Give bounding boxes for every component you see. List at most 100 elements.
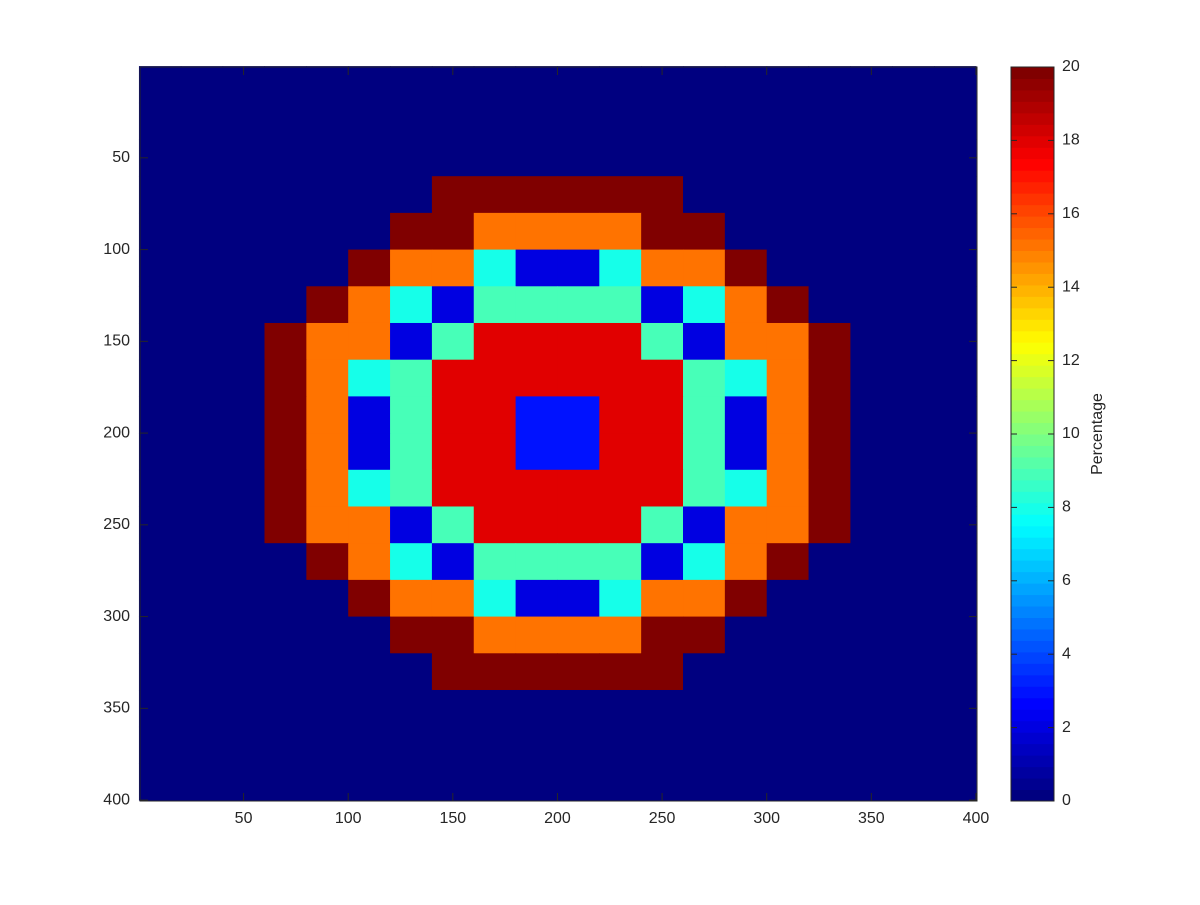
heatmap-cell <box>599 726 642 764</box>
heatmap-cell <box>599 396 642 434</box>
heatmap-cell <box>599 616 642 654</box>
heatmap-cell <box>222 726 266 764</box>
heatmap-cell <box>306 653 349 691</box>
heatmap-cell <box>348 579 391 618</box>
heatmap-cell <box>557 322 600 361</box>
heatmap-cell <box>306 506 349 544</box>
heatmap-cell <box>348 433 391 471</box>
heatmap-cell <box>390 212 433 251</box>
heatmap-cell <box>850 286 893 324</box>
heatmap-cell <box>306 66 349 104</box>
colorbar-swatch <box>1011 261 1054 274</box>
heatmap-cell <box>180 249 224 287</box>
heatmap-cell <box>264 763 307 801</box>
heatmap-cell <box>599 212 642 251</box>
heatmap-cell <box>390 359 433 397</box>
heatmap-cell <box>850 212 893 251</box>
heatmap-cell <box>222 689 266 728</box>
colorbar-swatch <box>1011 560 1054 573</box>
heatmap-cell <box>892 212 935 251</box>
heatmap-cell <box>724 726 768 764</box>
heatmap-cell <box>180 359 224 397</box>
heatmap-cell <box>515 579 558 618</box>
colorbar-tick-label: 16 <box>1062 205 1080 222</box>
heatmap-cell <box>515 689 558 728</box>
heatmap-cell <box>431 396 475 434</box>
heatmap-cell <box>808 653 851 691</box>
heatmap-cell <box>264 102 307 140</box>
x-tick-label: 100 <box>335 810 362 827</box>
heatmap-cell <box>892 726 935 764</box>
heatmap-cell <box>390 763 433 801</box>
heatmap-cell <box>641 249 684 287</box>
heatmap-cell <box>808 616 851 654</box>
heatmap-cell <box>473 763 517 801</box>
heatmap-cell <box>222 176 266 214</box>
heatmap-cell <box>934 469 977 507</box>
heatmap-cell <box>264 66 307 104</box>
heatmap-cell <box>850 396 893 434</box>
heatmap-cell <box>473 176 517 214</box>
colorbar-swatch <box>1011 216 1054 229</box>
y-tick-label: 400 <box>103 791 130 808</box>
heatmap-cell <box>473 579 517 618</box>
heatmap-cell <box>306 689 349 728</box>
heatmap-cell <box>473 212 517 251</box>
colorbar-swatch <box>1011 456 1054 469</box>
colorbar-tick-label: 18 <box>1062 132 1080 149</box>
heatmap-cell <box>599 763 642 801</box>
heatmap-cell <box>934 176 977 214</box>
heatmap-cell <box>683 176 726 214</box>
heatmap-cell <box>515 322 558 361</box>
heatmap-cell <box>390 176 433 214</box>
heatmap-cell <box>348 322 391 361</box>
heatmap-cell <box>264 249 307 287</box>
colorbar-swatch <box>1011 674 1054 687</box>
heatmap-cell <box>138 469 182 507</box>
heatmap-cell <box>390 616 433 654</box>
heatmap-cell <box>306 249 349 287</box>
heatmap-cell <box>641 433 684 471</box>
colorbar-tick-label: 2 <box>1062 719 1071 736</box>
heatmap-cell <box>180 322 224 361</box>
heatmap-cell <box>431 176 475 214</box>
heatmap-cell <box>766 102 810 140</box>
heatmap-cell <box>724 763 768 801</box>
heatmap-cell <box>934 763 977 801</box>
heatmap-cell <box>724 66 768 104</box>
heatmap-cell <box>431 726 475 764</box>
heatmap-cell <box>599 543 642 581</box>
colorbar-swatch <box>1011 617 1054 630</box>
colorbar-swatch <box>1011 147 1054 160</box>
heatmap-cell <box>473 653 517 691</box>
heatmap-cell <box>390 102 433 140</box>
heatmap-cell <box>850 543 893 581</box>
heatmap-cell <box>808 249 851 287</box>
heatmap-cell <box>222 653 266 691</box>
heatmap-cell <box>180 616 224 654</box>
heatmap-cell <box>557 469 600 507</box>
heatmap-cell <box>138 726 182 764</box>
heatmap-cell <box>222 359 266 397</box>
x-tick-label: 350 <box>858 810 885 827</box>
y-tick-label: 200 <box>103 424 130 441</box>
heatmap-cell <box>348 689 391 728</box>
colorbar-tick-label: 12 <box>1062 352 1080 369</box>
colorbar-swatch <box>1011 250 1054 263</box>
heatmap-cell <box>683 396 726 434</box>
colorbar-swatch <box>1011 101 1054 114</box>
heatmap-cell <box>850 433 893 471</box>
heatmap-cell <box>306 396 349 434</box>
heatmap-cell <box>431 139 475 177</box>
heatmap-cell <box>557 212 600 251</box>
heatmap-cell <box>390 543 433 581</box>
colorbar-swatch <box>1011 112 1054 125</box>
heatmap-cell <box>222 616 266 654</box>
heatmap-cell <box>766 249 810 287</box>
heatmap-cell <box>808 433 851 471</box>
heatmap-cell <box>850 616 893 654</box>
heatmap-cell <box>557 102 600 140</box>
heatmap-cell <box>850 322 893 361</box>
heatmap-cell <box>390 689 433 728</box>
